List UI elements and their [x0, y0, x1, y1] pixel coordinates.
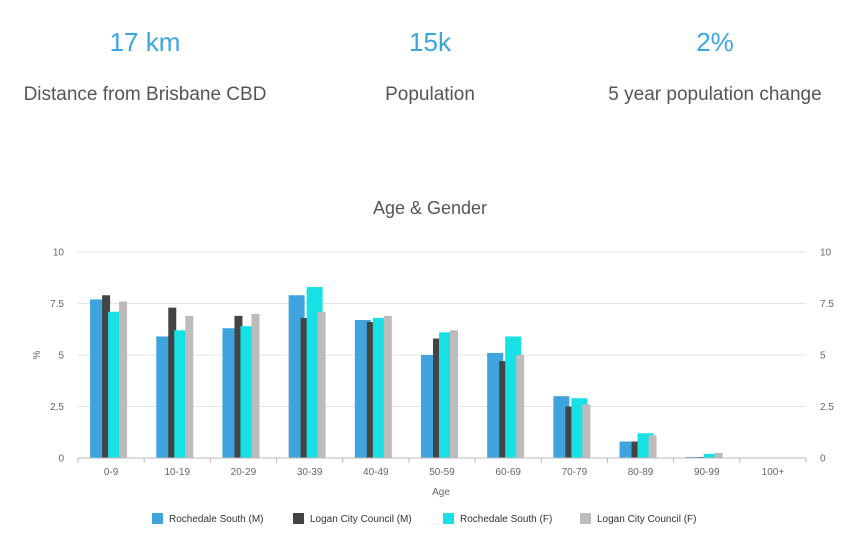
bar-logan-city-council-f-10-19	[185, 315, 194, 458]
stat-population: 15k Population	[300, 26, 560, 105]
bar-logan-city-council-m-70-79	[565, 406, 574, 458]
stat-population-value: 15k	[409, 27, 451, 57]
x-tick-label: 50-59	[429, 467, 455, 478]
legend-label: Rochedale South (M)	[169, 514, 264, 525]
bar-logan-city-council-f-40-49	[383, 315, 392, 458]
bar-logan-city-council-m-80-89	[631, 441, 640, 458]
y-tick-label-left: 10	[53, 248, 65, 259]
x-axis-label: Age	[432, 487, 450, 498]
stat-population-change-value: 2%	[696, 27, 734, 57]
bar-logan-city-council-m-0-9	[102, 295, 111, 458]
x-tick-label: 90-99	[694, 467, 720, 478]
bar-logan-city-council-f-50-59	[450, 330, 458, 458]
bar-logan-city-council-f-30-39	[317, 311, 326, 458]
bar-logan-city-council-m-10-19	[168, 307, 177, 458]
bars	[90, 287, 723, 458]
legend: Rochedale South (M) Logan City Council (M…	[152, 513, 696, 525]
x-tick-label: 60-69	[495, 467, 521, 478]
y-tick-label-right: 5	[820, 351, 826, 362]
legend-label: Logan City Council (F)	[597, 514, 696, 525]
x-tick-label: 40-49	[363, 467, 389, 478]
bar-logan-city-council-f-80-89	[648, 435, 657, 458]
x-tick-label: 20-29	[231, 467, 257, 478]
y-tick-label-left: 5	[58, 351, 64, 362]
y-tick-label-right: 7.5	[820, 299, 834, 310]
y-tick-label-right: 2.5	[820, 402, 834, 413]
x-tick-label: 70-79	[562, 467, 588, 478]
legend-swatch	[152, 513, 163, 524]
axes: 0 0 2.5 2.5 5 5 7.5 7.5 10 10 0-9 10-19 20-29 30-39 40…	[50, 248, 834, 479]
y-tick-label-left: 0	[58, 454, 64, 465]
bar-logan-city-council-f-70-79	[582, 404, 591, 458]
bar-logan-city-council-m-40-49	[366, 322, 375, 458]
legend-swatch	[293, 513, 304, 524]
stat-population-change-label: 5 year population change	[608, 84, 822, 105]
legend-label: Rochedale South (F)	[460, 514, 552, 525]
chart-title: Age & Gender	[373, 198, 487, 218]
stat-population-change: 2% 5 year population change	[585, 26, 845, 105]
x-tick-label: 0-9	[104, 467, 119, 478]
y-axis-label: %	[32, 350, 43, 359]
bar-logan-city-council-m-60-69	[499, 361, 508, 458]
x-tick-label: 10-19	[164, 467, 190, 478]
x-tick-label: 100+	[762, 467, 785, 478]
bar-logan-city-council-m-30-39	[300, 317, 309, 458]
bar-rochedale-south-f-90-99	[703, 453, 720, 458]
x-tick-label: 30-39	[297, 467, 323, 478]
stat-distance-label: Distance from Brisbane CBD	[23, 84, 267, 105]
stat-distance-value: 17 km	[109, 27, 181, 57]
bar-logan-city-council-m-90-99	[697, 456, 706, 458]
bar-logan-city-council-f-90-99	[714, 452, 723, 458]
y-tick-label-left: 2.5	[50, 402, 64, 413]
legend-swatch	[580, 513, 591, 524]
bar-logan-city-council-f-60-69	[516, 355, 525, 458]
legend-label: Logan City Council (M)	[310, 514, 412, 525]
bar-logan-city-council-m-50-59	[433, 338, 441, 458]
stat-distance: 17 km Distance from Brisbane CBD	[15, 26, 275, 105]
bar-rochedale-south-m-90-99	[685, 456, 702, 458]
bar-logan-city-council-f-20-29	[251, 313, 260, 458]
y-tick-label-right: 0	[820, 454, 826, 465]
y-tick-label-right: 10	[820, 248, 832, 259]
y-tick-label-left: 7.5	[50, 299, 64, 310]
bar-logan-city-council-m-20-29	[234, 315, 243, 458]
legend-swatch	[443, 513, 454, 524]
stat-population-label: Population	[385, 84, 475, 105]
x-tick-label: 80-89	[628, 467, 654, 478]
bar-logan-city-council-f-0-9	[119, 301, 128, 458]
